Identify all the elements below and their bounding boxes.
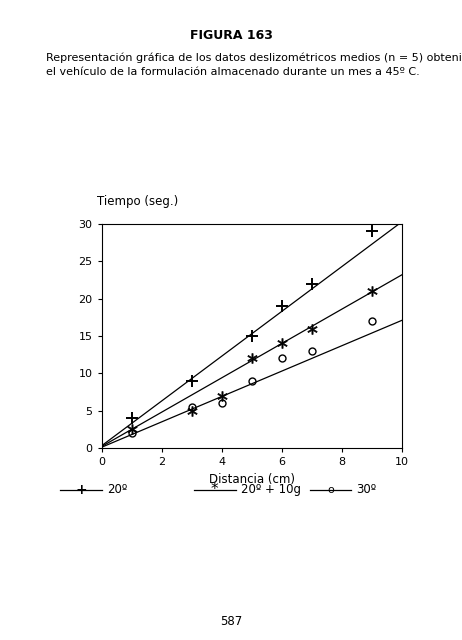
- Text: 20º: 20º: [107, 483, 128, 496]
- Text: o: o: [327, 484, 334, 495]
- X-axis label: Distancia (cm): Distancia (cm): [209, 472, 295, 486]
- Text: FIGURA 163: FIGURA 163: [189, 29, 273, 42]
- Text: 20º + 10g: 20º + 10g: [241, 483, 301, 496]
- Text: Tiempo (seg.): Tiempo (seg.): [97, 195, 178, 208]
- Text: 30º: 30º: [357, 483, 377, 496]
- Text: 587: 587: [220, 616, 242, 628]
- Text: *: *: [211, 482, 219, 497]
- Text: +: +: [75, 483, 87, 497]
- Text: el vehículo de la formulación almacenado durante un mes a 45º C.: el vehículo de la formulación almacenado…: [46, 67, 420, 77]
- Text: Representación gráfica de los datos deslizométricos medios (n = 5) obtenidos en: Representación gráfica de los datos desl…: [46, 52, 462, 63]
